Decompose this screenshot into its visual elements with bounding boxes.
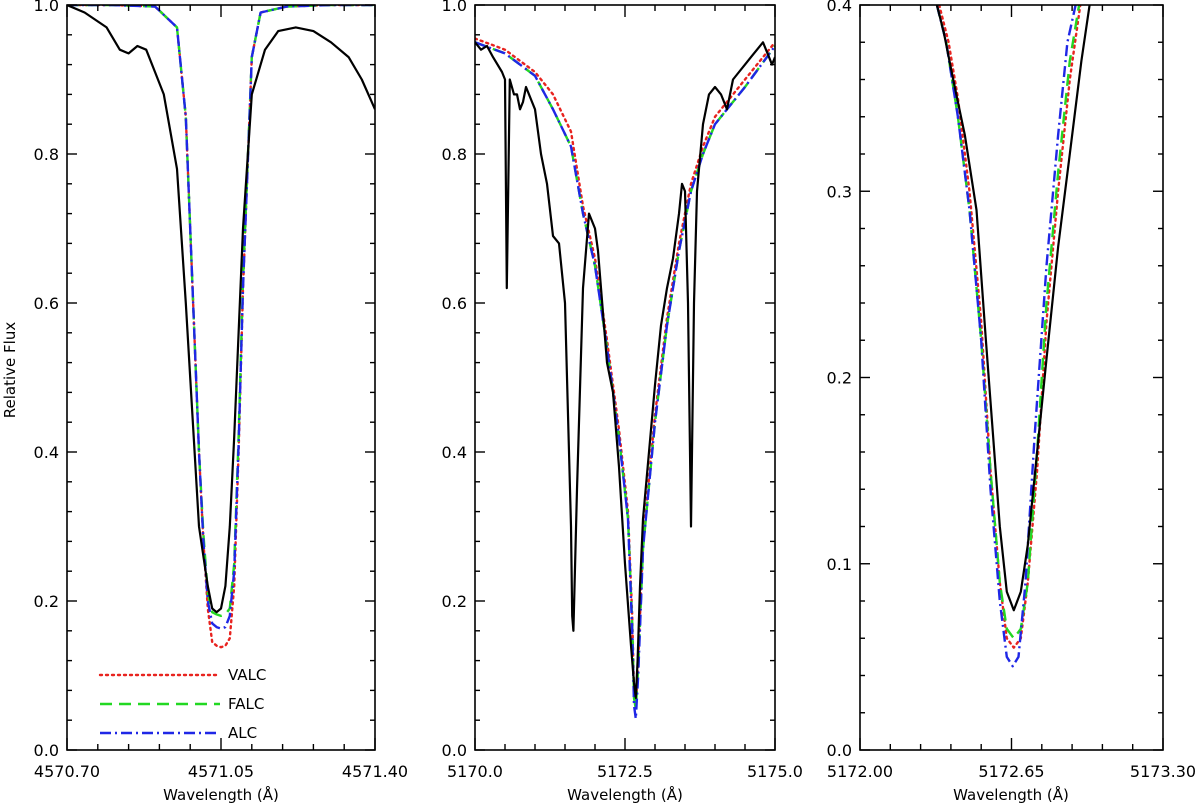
panel-3-ytick-label: 0.4 [827, 0, 852, 15]
panel-3-series-observed [935, 5, 1091, 612]
panel-3-series-valc [938, 5, 1082, 649]
panel-2-series-alc [475, 41, 775, 720]
panel-2-ytick-label: 0.8 [442, 145, 467, 164]
panel-1-xtick-label: 4571.05 [188, 762, 254, 781]
panel-2-xtick-label: 5172.5 [597, 762, 653, 781]
panel-2-series-valc [475, 37, 775, 707]
panel-1-xtick-label: 4571.40 [342, 762, 408, 781]
panel-1-ytick-label: 0.4 [34, 443, 59, 462]
panel-3-ytick-label: 0.0 [827, 741, 852, 760]
panel-1-ytick-label: 0.0 [34, 741, 59, 760]
panel-2-frame [474, 4, 776, 751]
panel-2-ytick-label: 0.4 [442, 443, 467, 462]
panel-1-curves [67, 5, 375, 649]
panel-3-curves [935, 5, 1091, 668]
panel-3-xtick-label: 5173.30 [1130, 762, 1196, 781]
panel-3-ticks: 0.0 0.1 0.2 0.3 0.4 5172.00 5172.65 5173.30 [827, 0, 1197, 781]
panel-3-xtick-label: 5172.00 [827, 762, 893, 781]
panel-2-ytick-label: 0.2 [442, 592, 467, 611]
legend-label-alc: ALC [228, 724, 257, 742]
panel-1-ytick-label: 0.8 [34, 145, 59, 164]
legend: VALC FALC ALC [98, 666, 266, 742]
panel-2-xtick-label: 5170.0 [447, 762, 503, 781]
panel-1-series-falc [67, 5, 375, 618]
panel-3: 0.0 0.1 0.2 0.3 0.4 5172.00 5172.65 5173.30 Wav… [827, 0, 1197, 804]
panel-3-ytick-label: 0.2 [827, 369, 852, 388]
panel-3-series-alc [935, 5, 1077, 668]
panel-3-xtick-label: 5172.65 [978, 762, 1044, 781]
panel-3-ytick-label: 0.3 [827, 182, 852, 201]
panel-3-series-falc [935, 5, 1081, 640]
panel-3-ytick-label: 0.1 [827, 555, 852, 574]
panel-1-series-valc [67, 5, 375, 649]
panel-2-ytick-label: 1.0 [442, 0, 467, 15]
panel-1-ytick-label: 0.2 [34, 592, 59, 611]
panel-2-ytick-label: 0.6 [442, 294, 467, 313]
panel-1-frame [66, 4, 376, 751]
panel-3-frame [859, 4, 1164, 751]
panel-1-series-observed [67, 5, 375, 614]
panel-1-x-axis-label: Wavelength (Å) [163, 785, 279, 804]
panel-2-ticks: 0.0 0.2 0.4 0.6 0.8 1.0 5170.0 5172.5 5175.0 [442, 0, 803, 781]
panel-1-series-alc [67, 5, 375, 630]
panel-1-ticks: 0.0 0.2 0.4 0.6 0.8 1.0 4570.70 4571.05 4571.40 [34, 0, 409, 781]
legend-label-falc: FALC [228, 695, 264, 713]
panel-3-x-axis-label: Wavelength (Å) [953, 785, 1069, 804]
panel-2-series-falc [475, 41, 775, 711]
panel-1-ytick-label: 1.0 [34, 0, 59, 15]
panel-2-x-axis-label: Wavelength (Å) [567, 785, 683, 804]
panel-2-curves [475, 37, 775, 720]
panel-1-xtick-label: 4570.70 [34, 762, 100, 781]
panel-2-ytick-label: 0.0 [442, 741, 467, 760]
panel-2-xtick-label: 5175.0 [747, 762, 803, 781]
panel-1-ytick-label: 0.6 [34, 294, 59, 313]
y-axis-label: Relative Flux [1, 322, 19, 419]
panel-2-series-observed [475, 41, 775, 699]
panel-2: 0.0 0.2 0.4 0.6 0.8 1.0 5170.0 5172.5 5175.0 Wav… [442, 0, 803, 804]
legend-label-valc: VALC [228, 666, 266, 684]
